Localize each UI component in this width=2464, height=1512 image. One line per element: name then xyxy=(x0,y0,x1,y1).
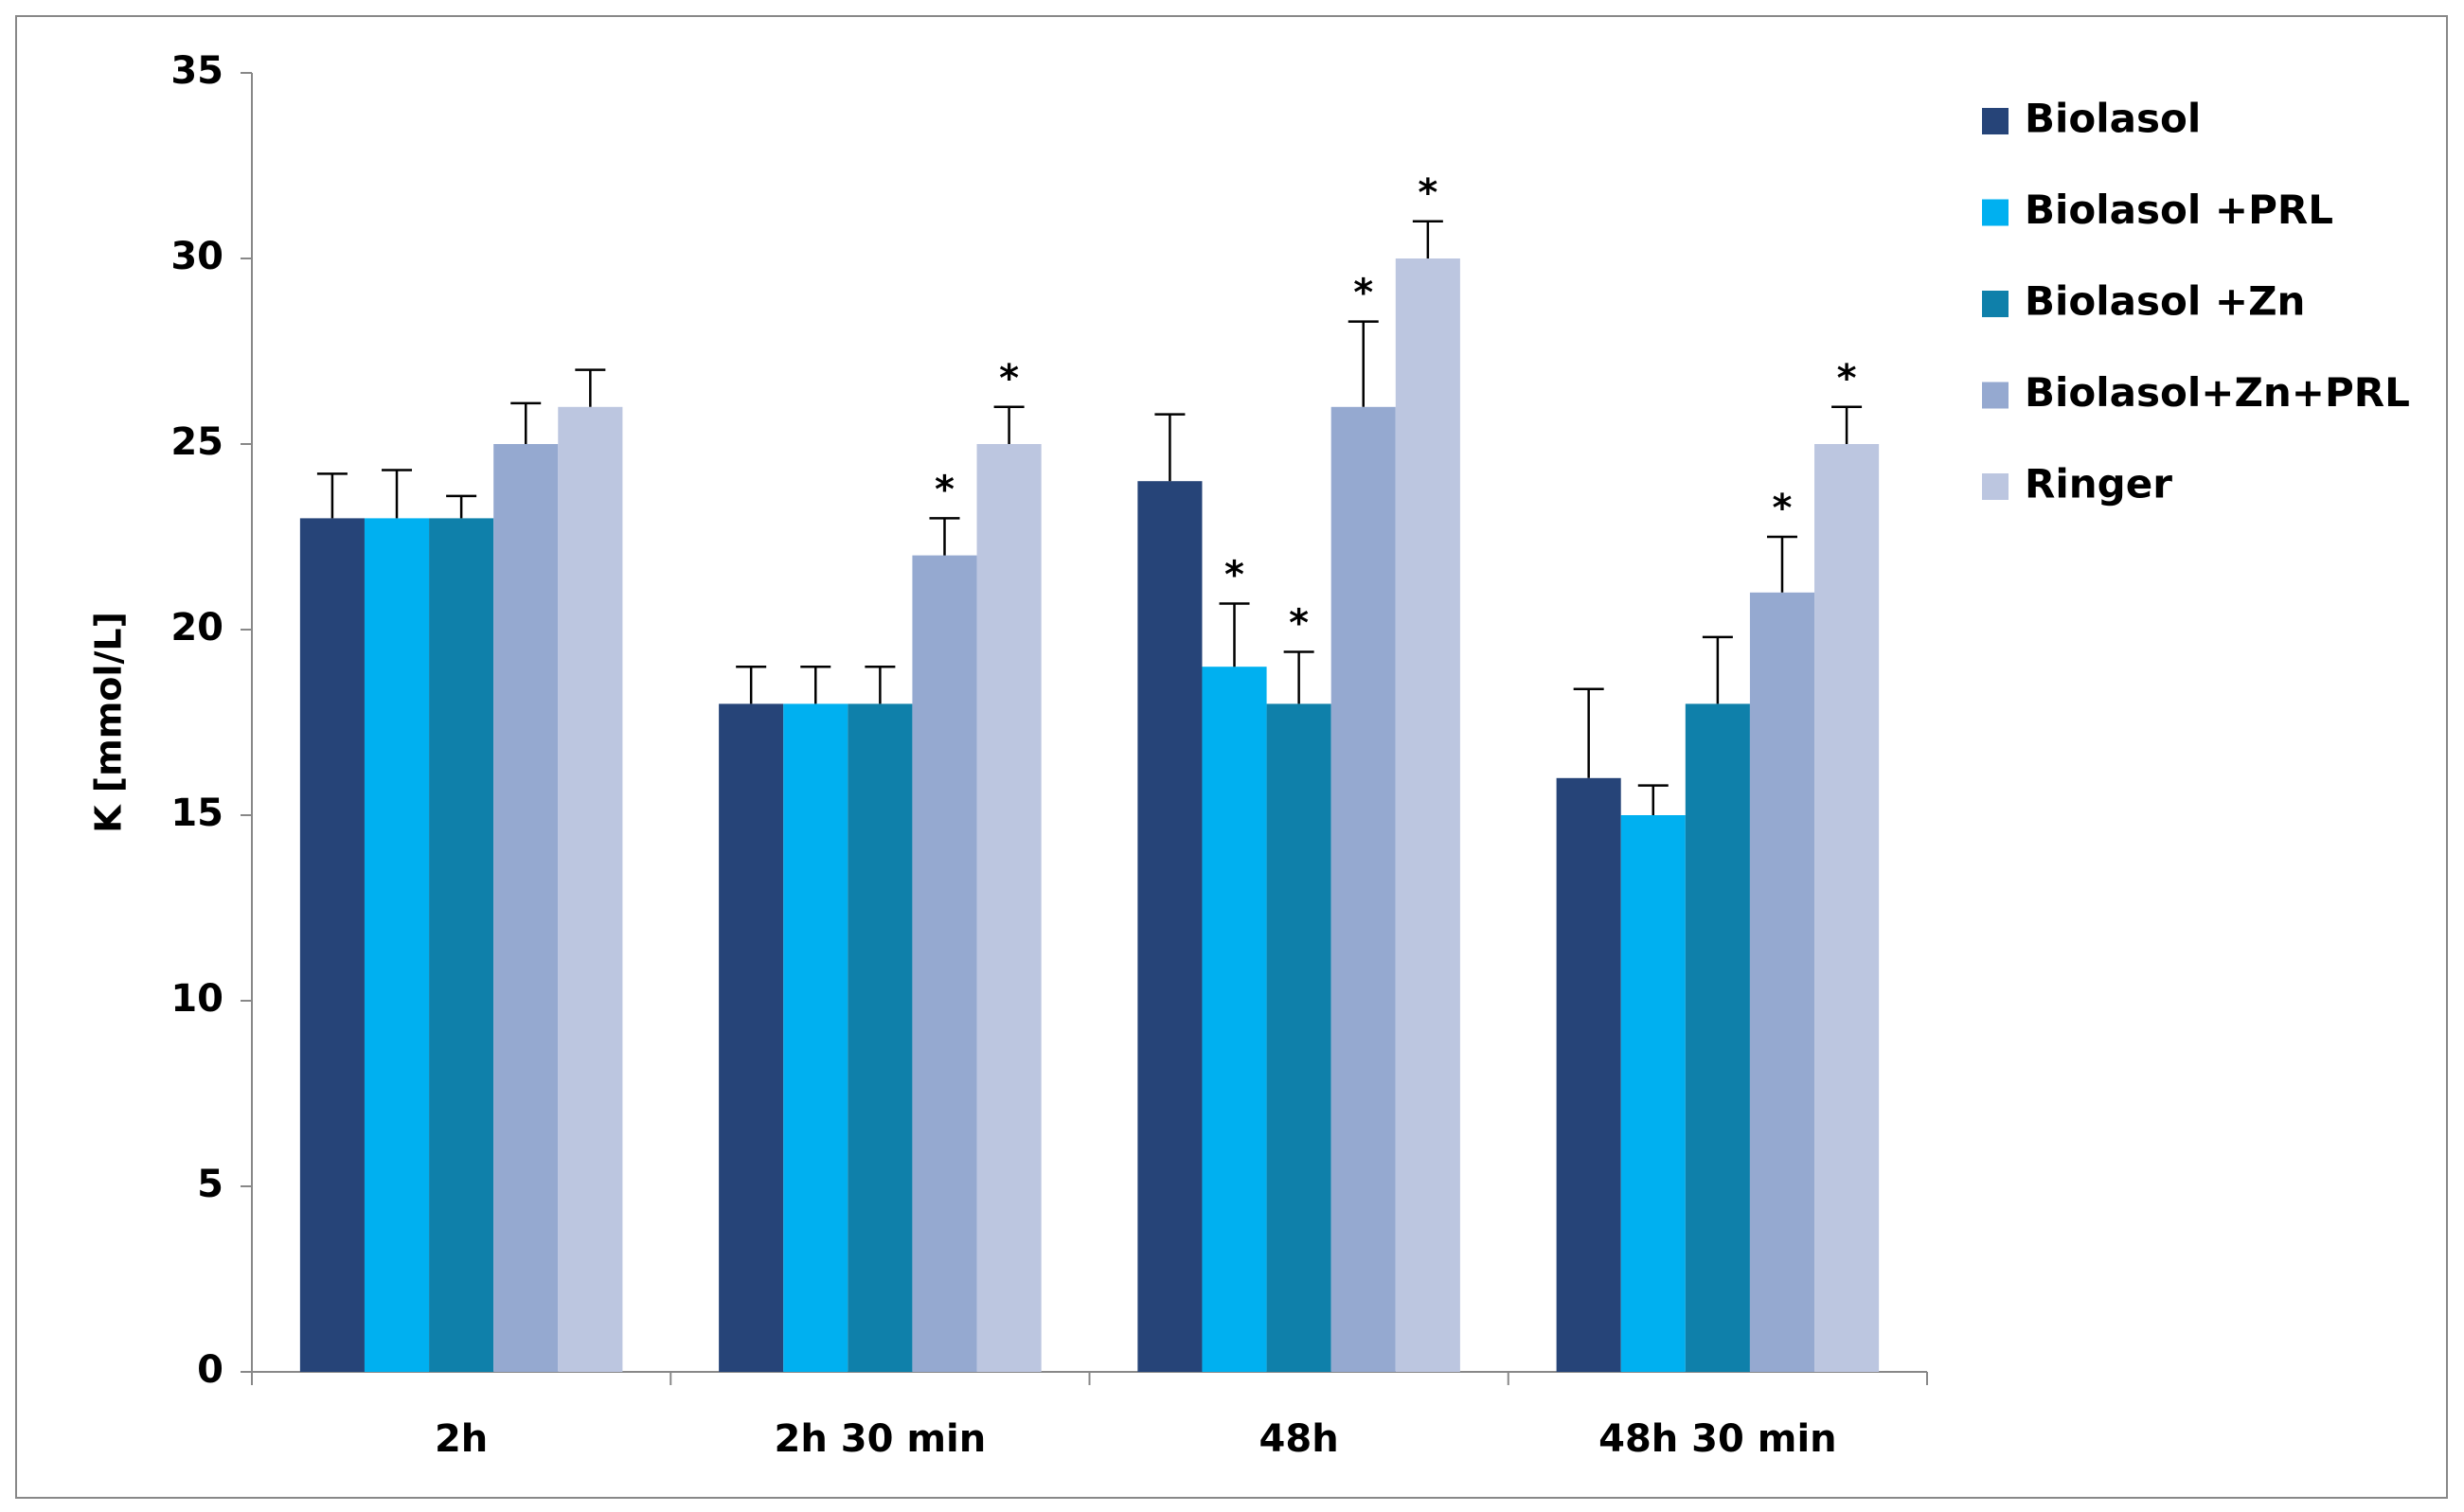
significance-marker: * xyxy=(1289,602,1309,646)
error-bar xyxy=(1154,413,1186,482)
bar xyxy=(976,444,1042,1372)
error-bar xyxy=(929,517,960,556)
error-bar xyxy=(800,665,831,704)
error-bar xyxy=(1219,602,1250,667)
error-bar xyxy=(1283,650,1314,704)
error-bar xyxy=(1702,635,1733,704)
bar xyxy=(1395,258,1460,1372)
legend-label: Biolasol +Zn xyxy=(2025,278,2305,325)
error-bar xyxy=(446,494,477,519)
y-tick-label: 0 xyxy=(197,1348,223,1392)
y-tick-label: 15 xyxy=(170,792,223,835)
legend-swatch xyxy=(1982,382,2009,409)
error-bar xyxy=(1637,784,1669,815)
y-tick-label: 25 xyxy=(170,420,223,464)
bar xyxy=(429,518,494,1372)
error-bar xyxy=(1831,405,1863,444)
significance-marker: * xyxy=(935,468,955,511)
bar xyxy=(719,703,784,1372)
y-tick-label: 10 xyxy=(170,977,223,1021)
significance-marker: * xyxy=(1353,272,1373,315)
significance-marker: * xyxy=(1773,487,1793,530)
legend-swatch xyxy=(1982,473,2009,500)
bar xyxy=(1202,667,1267,1372)
bar xyxy=(1330,406,1396,1372)
legend-swatch xyxy=(1982,108,2009,134)
x-tick-label: 2h xyxy=(435,1417,488,1461)
bar xyxy=(1620,815,1686,1372)
error-bar xyxy=(865,665,896,704)
legend-label: Ringer xyxy=(2025,461,2172,507)
y-tick-label: 5 xyxy=(197,1163,223,1206)
error-bar xyxy=(736,665,767,704)
error-bar xyxy=(316,472,348,519)
error-bar xyxy=(1348,320,1379,407)
bar xyxy=(299,518,365,1372)
legend-label: Biolasol+Zn+PRL xyxy=(2025,369,2410,416)
x-tick-label: 48h xyxy=(1259,1417,1339,1461)
y-axis-title: K [mmol/L] xyxy=(88,612,130,833)
bar xyxy=(1266,703,1331,1372)
legend-swatch xyxy=(1982,291,2009,317)
legend-label: Biolasol +PRL xyxy=(2025,187,2333,233)
y-tick-label: 30 xyxy=(170,235,223,278)
y-tick-label: 20 xyxy=(170,606,223,649)
bar xyxy=(848,703,913,1372)
error-bar xyxy=(575,368,606,407)
bar xyxy=(1685,703,1750,1372)
x-tick-label: 2h 30 min xyxy=(775,1417,987,1461)
significance-marker: * xyxy=(1224,554,1244,597)
error-bar xyxy=(382,469,413,519)
bar xyxy=(493,444,559,1372)
bar xyxy=(1137,481,1203,1372)
error-bar xyxy=(510,401,542,444)
error-bar xyxy=(1412,220,1443,258)
significance-marker: * xyxy=(999,357,1019,400)
bar xyxy=(912,555,977,1372)
bar xyxy=(558,406,623,1372)
significance-marker: * xyxy=(1418,171,1437,215)
bar xyxy=(1556,777,1621,1372)
y-tick-label: 35 xyxy=(170,49,223,93)
bar xyxy=(1814,444,1880,1372)
error-bar xyxy=(1573,687,1604,778)
bar xyxy=(1749,592,1815,1372)
error-bar xyxy=(1766,535,1797,593)
error-bar xyxy=(993,405,1025,444)
significance-marker: * xyxy=(1837,357,1857,400)
legend-label: Biolasol xyxy=(2025,96,2201,142)
bar xyxy=(783,703,848,1372)
bar xyxy=(364,518,430,1372)
x-tick-label: 48h 30 min xyxy=(1598,1417,1837,1461)
legend-swatch xyxy=(1982,199,2009,226)
